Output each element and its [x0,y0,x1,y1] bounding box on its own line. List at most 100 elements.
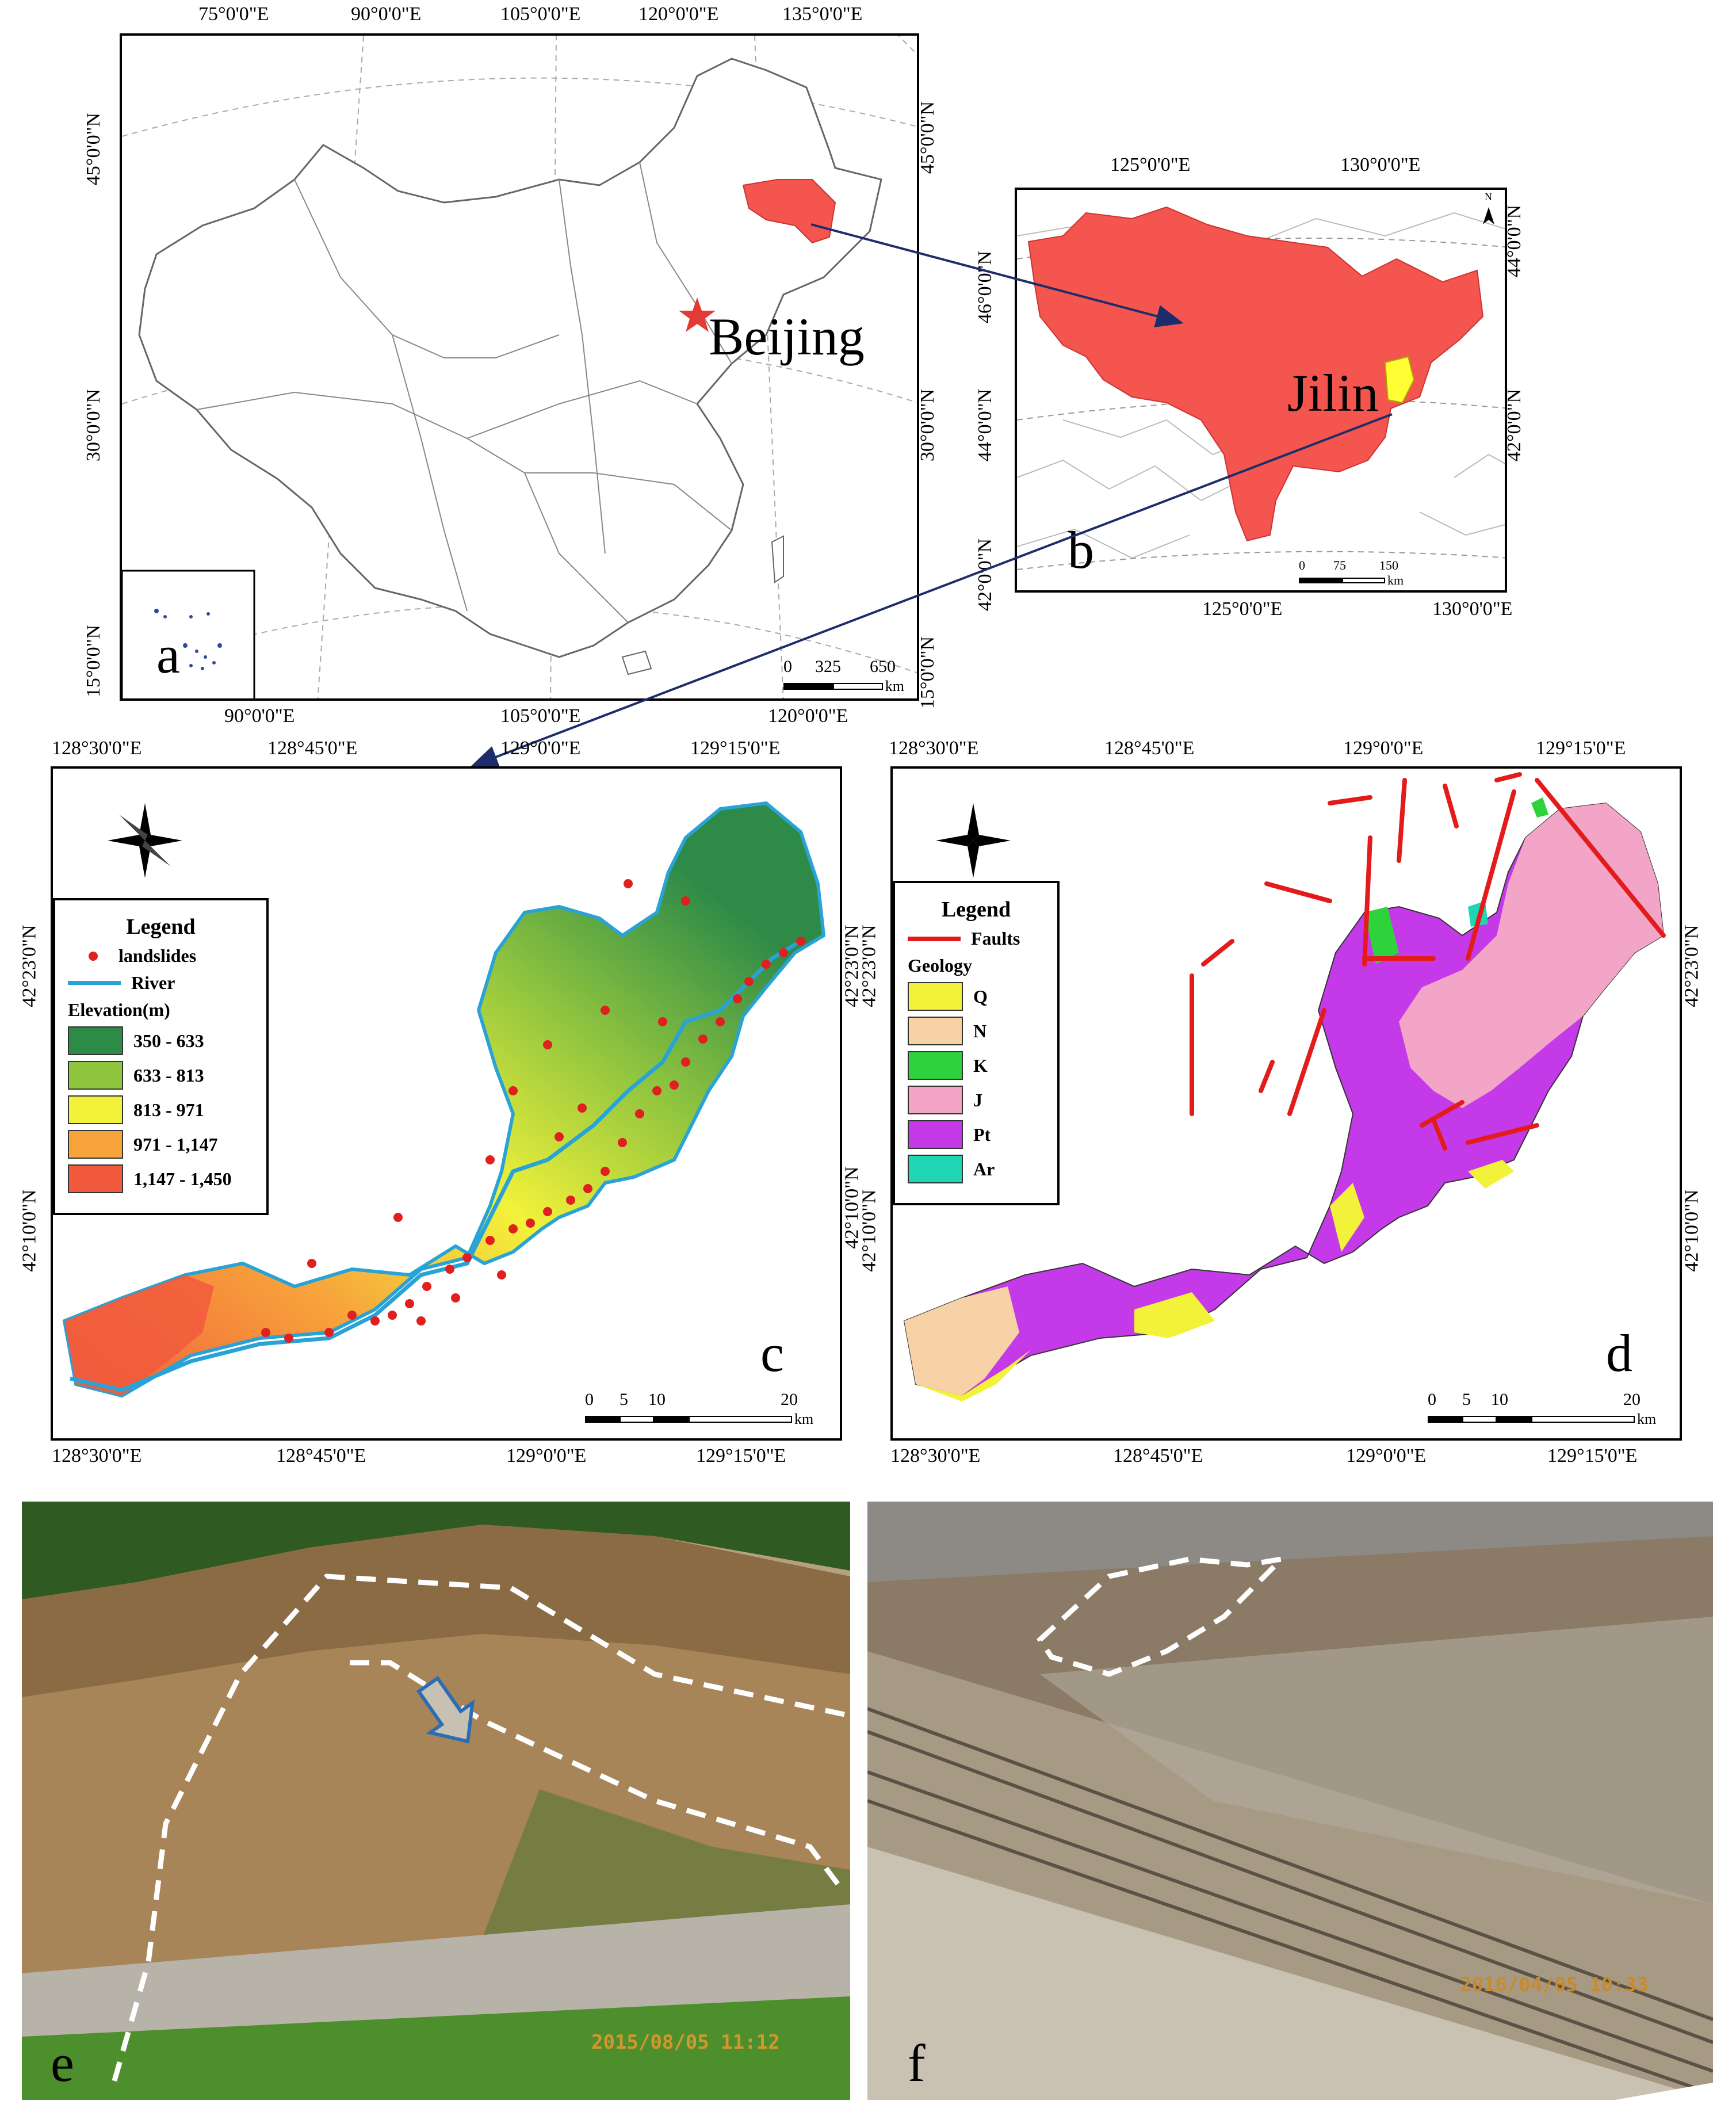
legend-class-1: 350 - 633 [68,1026,254,1055]
jilin-province-detail [1027,206,1484,542]
panel-d-geology-map: Legend Faults Geology Q N K J Pt Ar d 0 … [890,766,1682,1441]
landslide-point [261,1328,270,1337]
landslide-point [796,937,805,946]
north-label: N [1485,191,1492,203]
high-elevation-west [64,1275,214,1396]
d-bottom-label-4: 129°15'0"E [1547,1445,1638,1466]
landslide-point [405,1299,414,1308]
china-map [122,36,917,698]
province-label-jilin: Jilin [1287,364,1379,422]
geology-n [904,1286,1019,1396]
geology-q-2 [1134,1292,1215,1338]
scale-bar-b: 0 75 150 km [1299,558,1404,587]
legend-class-4: 971 - 1,147 [68,1130,254,1159]
faults [1190,772,1666,1151]
scale-bar-a: 0 325 650 km [783,657,904,694]
swatch [908,1120,963,1149]
legend-geo-6: Ar [908,1155,1045,1183]
swatch [68,1026,123,1055]
landslide-point [422,1282,431,1291]
panel-letter-c: c [760,1324,784,1382]
c-bottom-label-1: 128°30'0"E [52,1445,142,1466]
landslide-point [670,1080,679,1090]
landslide-point [347,1311,357,1320]
landslide-point [393,1213,403,1222]
geology-q-3 [1330,1183,1364,1252]
photo-e-landslide: 2015/08/05 11:12 e [22,1502,850,2100]
b-top-label-2: 130°0'0"E [1340,154,1421,175]
compass-rose-icon [108,803,182,878]
landslide-point [416,1316,426,1326]
landslide-point [388,1311,397,1320]
b-bottom-label-2: 130°0'0"E [1432,598,1513,620]
c-left-label-2: 42°10'0"N [18,1189,40,1272]
swatch [908,982,963,1011]
landslide-photo-illustration [22,1502,850,2100]
geology-map [903,772,1666,1401]
d-bottom-label-2: 128°45'0"E [1113,1445,1203,1466]
landslide-point [508,1086,518,1095]
d-top-label-4: 129°15'0"E [1536,738,1626,759]
landslide-point [485,1236,495,1245]
a-bottom-label-2: 105°0'0"E [500,705,581,727]
panel-letter-f: f [908,2034,926,2092]
a-top-label-2: 90°0'0"E [351,3,422,25]
b-top-label-1: 125°0'0"E [1110,154,1191,175]
geology-k-2 [1531,797,1548,818]
swatch [68,1130,123,1159]
landslide-point [543,1207,552,1216]
compass-rose-icon [936,803,1011,878]
swatch [68,1095,123,1124]
panel-a-map: Beijing a 0 325 650 km [120,33,919,701]
legend-title: Legend [941,897,1011,922]
landslide-point [601,1006,610,1015]
province-borders [196,162,732,623]
legend-geology-title: Geology [908,955,972,976]
landslide-point [698,1034,708,1044]
landslide-point [716,1017,725,1026]
d-right-label-1: 42°23'0"N [1681,925,1703,1007]
landslide-point [779,948,788,957]
inset-islands [154,609,222,670]
legend-class-2: 633 - 813 [68,1061,254,1090]
landslide-point [618,1138,627,1147]
a-top-label-3: 105°0'0"E [500,3,581,25]
photo-timestamp-f: 2016/04/05 10:33 [1460,1973,1649,1996]
swatch [68,1164,123,1193]
landslide-boundary [1037,1555,1290,1677]
panel-letter-a: a [156,625,180,684]
railway-photo-illustration [867,1502,1713,2100]
legend-title: Legend [126,915,196,939]
landslide-point [681,1057,690,1067]
jilin-map [1017,206,1505,570]
elevation-map [62,801,826,1398]
movement-arrow-icon [416,1675,475,1744]
d-bottom-label-1: 128°30'0"E [890,1445,981,1466]
c-top-label-3: 129°0'0"E [500,738,581,759]
a-top-label-5: 135°0'0"E [782,3,863,25]
c-bottom-label-3: 129°0'0"E [506,1445,587,1466]
panel-b-map: N Jilin b 0 75 150 km [1015,188,1507,593]
landslide-point [284,1334,293,1343]
geology-q-4 [1468,1160,1514,1189]
legend-faults: Faults [908,928,1045,949]
geology-j [1399,803,1664,1108]
north-arrow-icon [1483,207,1494,224]
c-left-label-1: 42°23'0"N [18,925,40,1007]
railway-tracks [867,1707,1713,2096]
legend-class-5: 1,147 - 1,450 [68,1164,254,1193]
d-top-label-2: 128°45'0"E [1104,738,1195,759]
c-top-label-1: 128°30'0"E [52,738,142,759]
hainan [621,650,652,675]
landslide-point [658,1017,667,1026]
swatch [908,1051,963,1080]
landslide-point [485,1155,495,1164]
study-area-yellow [1384,356,1415,404]
scale-bar-c: 0 5 10 20 km [585,1390,814,1427]
landslide-point [451,1293,460,1303]
swatch [908,1155,963,1183]
legend-elevation-title: Elevation(m) [68,999,170,1020]
b-bottom-label-1: 125°0'0"E [1202,598,1283,620]
taiwan [771,535,784,583]
c-top-label-2: 128°45'0"E [267,738,358,759]
